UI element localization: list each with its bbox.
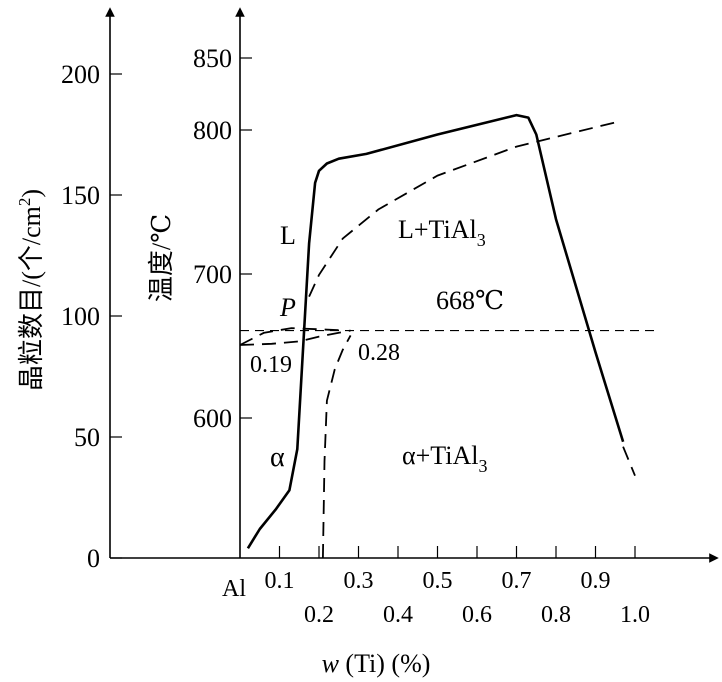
right-tick-label: 600 (193, 404, 232, 433)
dashed-curve (239, 329, 351, 346)
left-axis-label: 晶粒数目/(个/cm2) (15, 189, 46, 391)
x-tick-label-upper: 0.5 (423, 568, 453, 594)
label-0.28: 0.28 (358, 340, 400, 366)
label-L-TiAl3: L+TiAl3 (398, 215, 486, 250)
x-tick-label-lower: 0.4 (383, 602, 413, 628)
left-tick-label: 50 (74, 423, 100, 452)
left-tick-label: 150 (61, 181, 100, 210)
x-tick-label-lower: 0.2 (304, 602, 334, 628)
x-tick-label-lower: 0.6 (462, 602, 492, 628)
x-tick-label-lower: 1.0 (620, 602, 650, 628)
dashed-curve (239, 327, 347, 346)
dashed-curve (322, 334, 352, 559)
right-tick-label: 800 (193, 116, 232, 145)
label-P: P (279, 293, 296, 322)
dashed-curve (308, 121, 616, 297)
label-alpha-TiAl3: α+TiAl3 (402, 441, 487, 476)
left-tick-label: 0 (87, 544, 100, 573)
x-tick-label-upper: 0.3 (344, 568, 374, 594)
right-tick-label: 850 (193, 44, 232, 73)
label-668C: 668℃ (436, 286, 504, 315)
x-axis-ticks: 0.1 0.3 0.5 0.7 0.9 0.2 0.4 0.6 0.8 1.0 (265, 546, 650, 628)
grain-count-curve (246, 113, 625, 549)
x-tick-label-upper: 0.9 (581, 568, 611, 594)
right-tick-label: 700 (193, 260, 232, 289)
dashed-curve (622, 446, 636, 477)
x-tick-label-upper: 0.1 (265, 568, 295, 594)
left-tick-label: 100 (61, 302, 100, 331)
x-origin-label: Al (222, 576, 246, 602)
left-axis-ticks: 0 50 100 150 200 (61, 60, 122, 573)
x-tick-label-upper: 0.7 (502, 568, 532, 594)
label-alpha: α (270, 442, 285, 473)
left-tick-label: 200 (61, 60, 100, 89)
dashed-curves-layer (239, 121, 636, 559)
label-0.19: 0.19 (250, 352, 292, 378)
x-tick-label-lower: 0.8 (541, 602, 571, 628)
label-L: L (280, 221, 296, 250)
grain-count-curve-layer (246, 113, 625, 549)
x-axis-label: w (Ti) (%) (322, 649, 431, 678)
right-axis-ticks: 600 700 800 850 (193, 44, 252, 433)
right-axis-label: 温度/℃ (147, 214, 176, 302)
